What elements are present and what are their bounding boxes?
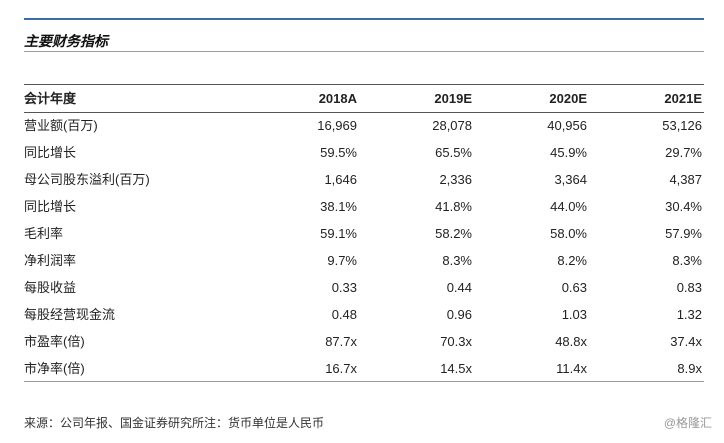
value-cell: 1,646 [324, 172, 357, 187]
table-row: 毛利率 59.1% 58.2% 58.0% 57.9% [24, 220, 704, 247]
value-cell: 38.1% [320, 199, 357, 214]
table-row: 同比增长 59.5% 65.5% 45.9% 29.7% [24, 139, 704, 166]
watermark: @格隆汇 [663, 416, 712, 430]
header-cell-2018: 2018A [318, 91, 357, 106]
value-cell: 45.9% [550, 145, 587, 160]
title-divider [24, 51, 704, 52]
value-cell: 0.83 [676, 280, 702, 295]
table-row: 母公司股东溢利(百万) 1,646 2,336 3,364 4,387 [24, 166, 704, 193]
table-bottom-rule [24, 381, 704, 382]
table-row: 市盈率(倍) 87.7x 70.3x 48.8x 37.4x [24, 328, 704, 355]
top-accent-rule [24, 18, 704, 20]
value-cell: 29.7% [665, 145, 702, 160]
row-label: 每股收益 [24, 280, 77, 295]
table-row: 营业额(百万) 16,969 28,078 40,956 53,126 [24, 112, 704, 139]
table-row: 每股收益 0.33 0.44 0.63 0.83 [24, 274, 704, 301]
value-cell: 53,126 [662, 118, 702, 133]
value-cell: 59.1% [320, 226, 357, 241]
value-cell: 1.32 [676, 307, 702, 322]
value-cell: 37.4x [670, 334, 702, 349]
row-label: 每股经营现金流 [24, 307, 116, 322]
value-cell: 0.33 [331, 280, 357, 295]
value-cell: 4,387 [669, 172, 702, 187]
value-cell: 65.5% [435, 145, 472, 160]
row-label: 净利润率 [24, 253, 77, 268]
value-cell: 41.8% [435, 199, 472, 214]
value-cell: 11.4x [556, 361, 587, 376]
value-cell: 58.0% [550, 226, 587, 241]
value-cell: 1.03 [561, 307, 587, 322]
row-label: 市净率(倍) [24, 361, 85, 376]
value-cell: 87.7x [325, 334, 357, 349]
header-bottom-rule [24, 112, 704, 113]
source-note: 来源：公司年报、国金证券研究所注：货币单位是人民币 [24, 416, 325, 430]
row-label: 营业额(百万) [24, 118, 98, 133]
value-cell: 8.3% [442, 253, 472, 268]
value-cell: 70.3x [440, 334, 472, 349]
value-cell: 2,336 [439, 172, 472, 187]
value-cell: 30.4% [665, 199, 702, 214]
value-cell: 0.96 [446, 307, 472, 322]
header-cell-fiscal-year: 会计年度 [24, 91, 77, 106]
value-cell: 9.7% [327, 253, 357, 268]
value-cell: 8.2% [557, 253, 587, 268]
row-label: 同比增长 [24, 199, 77, 214]
table-row: 净利润率 9.7% 8.3% 8.2% 8.3% [24, 247, 704, 274]
table-row: 同比增长 38.1% 41.8% 44.0% 30.4% [24, 193, 704, 220]
value-cell: 40,956 [547, 118, 587, 133]
value-cell: 57.9% [665, 226, 702, 241]
table-header-row: 会计年度 2018A 2019E 2020E 2021E [24, 85, 704, 112]
value-cell: 14.5x [440, 361, 472, 376]
value-cell: 0.48 [331, 307, 357, 322]
table-row: 每股经营现金流 0.48 0.96 1.03 1.32 [24, 301, 704, 328]
table-top-rule [24, 84, 704, 85]
header-cell-2019: 2019E [434, 91, 472, 106]
row-label: 毛利率 [24, 226, 64, 241]
value-cell: 8.3% [672, 253, 702, 268]
section-title: 主要财务指标 [24, 33, 108, 49]
header-cell-2021: 2021E [664, 91, 702, 106]
value-cell: 0.44 [446, 280, 472, 295]
value-cell: 44.0% [550, 199, 587, 214]
value-cell: 16.7x [325, 361, 357, 376]
row-label: 母公司股东溢利(百万) [24, 172, 150, 187]
header-cell-2020: 2020E [549, 91, 587, 106]
row-label: 同比增长 [24, 145, 77, 160]
value-cell: 28,078 [432, 118, 472, 133]
table-row: 市净率(倍) 16.7x 14.5x 11.4x 8.9x [24, 355, 704, 382]
financial-table: 会计年度 2018A 2019E 2020E 2021E 营业额(百万) 16,9… [24, 85, 704, 382]
value-cell: 59.5% [320, 145, 357, 160]
value-cell: 3,364 [554, 172, 587, 187]
value-cell: 16,969 [317, 118, 357, 133]
value-cell: 58.2% [435, 226, 472, 241]
value-cell: 8.9x [677, 361, 702, 376]
value-cell: 0.63 [561, 280, 587, 295]
value-cell: 48.8x [555, 334, 587, 349]
row-label: 市盈率(倍) [24, 334, 85, 349]
